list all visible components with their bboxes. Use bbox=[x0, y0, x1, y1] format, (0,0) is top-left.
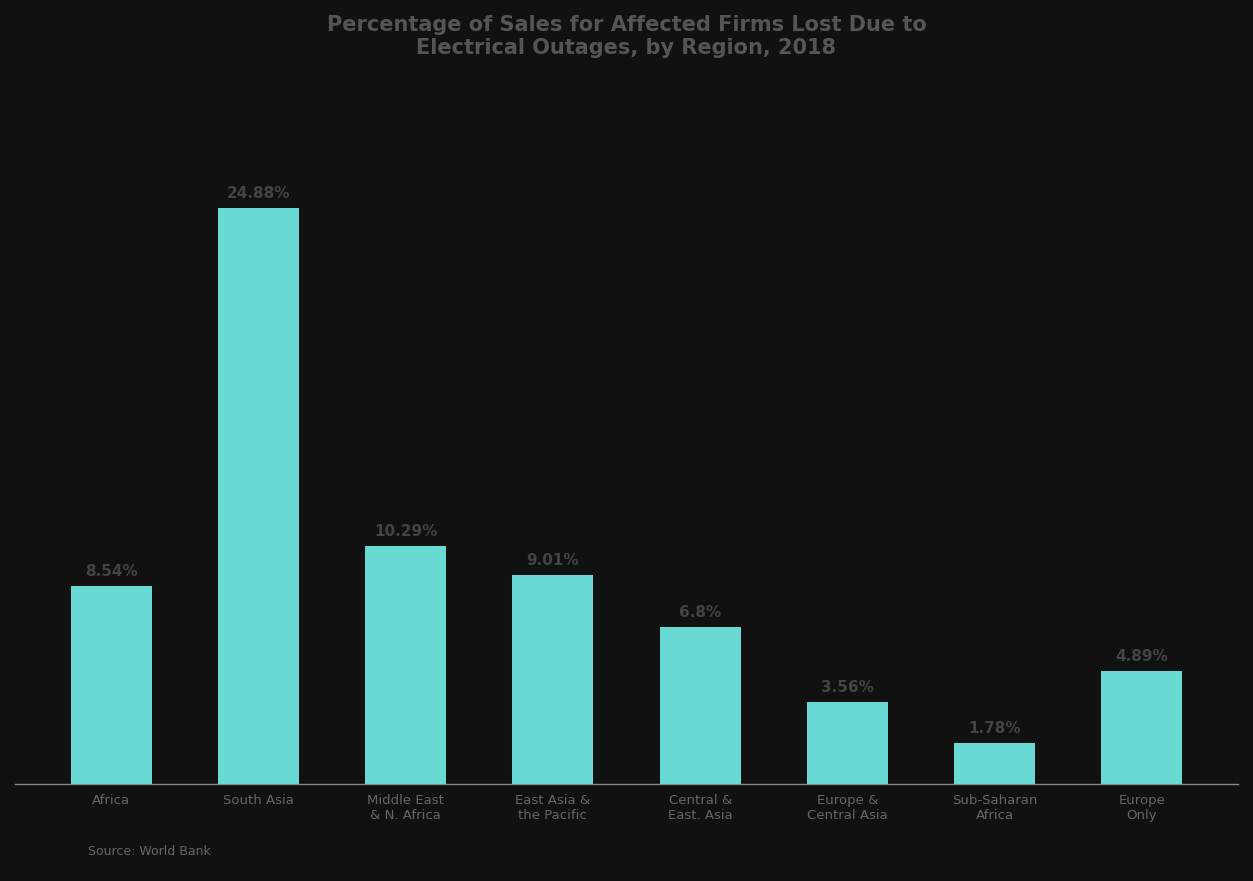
Text: Source: World Bank: Source: World Bank bbox=[88, 845, 211, 857]
Text: 10.29%: 10.29% bbox=[373, 524, 437, 539]
Bar bbox=[954, 743, 1035, 784]
Text: 24.88%: 24.88% bbox=[227, 186, 291, 201]
Text: 4.89%: 4.89% bbox=[1115, 649, 1168, 664]
Text: 6.8%: 6.8% bbox=[679, 604, 722, 619]
Title: Percentage of Sales for Affected Firms Lost Due to
Electrical Outages, by Region: Percentage of Sales for Affected Firms L… bbox=[327, 15, 926, 58]
Text: 3.56%: 3.56% bbox=[821, 680, 873, 695]
Text: 9.01%: 9.01% bbox=[526, 553, 579, 568]
Bar bbox=[807, 702, 888, 784]
Bar bbox=[218, 208, 299, 784]
Bar bbox=[512, 575, 594, 784]
Bar bbox=[70, 586, 152, 784]
Bar bbox=[659, 626, 741, 784]
Text: 8.54%: 8.54% bbox=[85, 565, 138, 580]
Text: 1.78%: 1.78% bbox=[969, 721, 1021, 736]
Bar bbox=[1101, 671, 1183, 784]
Bar bbox=[365, 545, 446, 784]
